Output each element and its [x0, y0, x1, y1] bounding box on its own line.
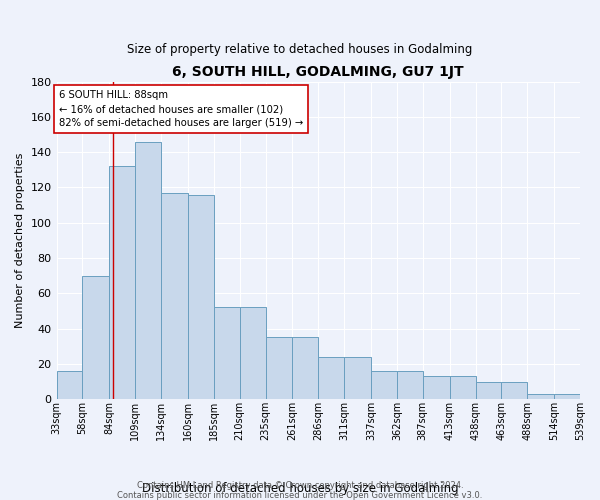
Title: 6, SOUTH HILL, GODALMING, GU7 1JT: 6, SOUTH HILL, GODALMING, GU7 1JT	[172, 65, 464, 79]
Bar	[161, 192, 188, 399]
Bar	[56, 371, 82, 399]
Text: Distribution of detached houses by size in Godalming: Distribution of detached houses by size …	[142, 482, 458, 495]
Text: 6 SOUTH HILL: 88sqm
← 16% of detached houses are smaller (102)
82% of semi-detac: 6 SOUTH HILL: 88sqm ← 16% of detached ho…	[59, 90, 303, 128]
Bar	[527, 394, 554, 399]
Bar	[188, 194, 214, 399]
Bar	[239, 308, 266, 399]
Bar	[292, 338, 318, 399]
Bar	[423, 376, 449, 399]
Bar	[449, 376, 476, 399]
Y-axis label: Number of detached properties: Number of detached properties	[15, 152, 25, 328]
Bar	[476, 382, 502, 399]
Bar	[397, 371, 423, 399]
Bar	[580, 396, 600, 399]
Bar	[214, 308, 239, 399]
Bar	[502, 382, 527, 399]
Text: Contains HM Land Registry data © Crown copyright and database right 2024.
Contai: Contains HM Land Registry data © Crown c…	[118, 480, 482, 500]
Bar	[109, 166, 135, 399]
Bar	[135, 142, 161, 399]
Bar	[554, 394, 580, 399]
Bar	[371, 371, 397, 399]
Bar	[266, 338, 292, 399]
Bar	[82, 276, 109, 399]
Bar	[344, 357, 371, 399]
Bar	[318, 357, 344, 399]
Text: Size of property relative to detached houses in Godalming: Size of property relative to detached ho…	[127, 42, 473, 56]
